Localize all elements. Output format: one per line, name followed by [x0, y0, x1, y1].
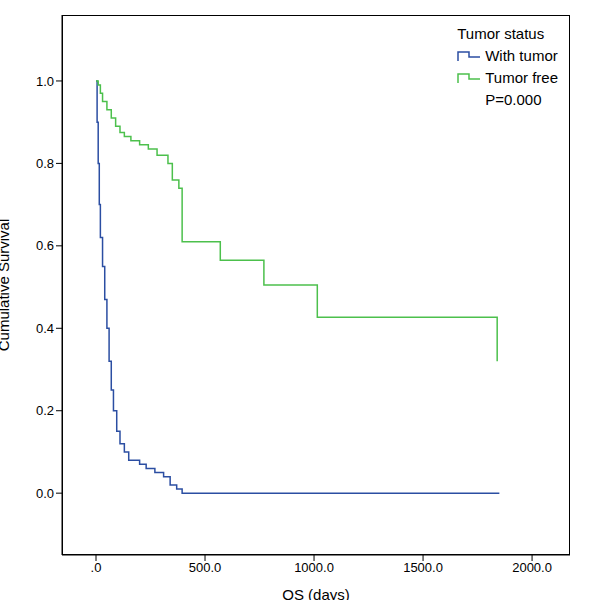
html-text:Tumor status: Tumor status — [457, 25, 545, 42]
svg-text:Cumulative Survival: Cumulative Survival — [8, 219, 12, 352]
svg-text:0.8: 0.8 — [36, 156, 54, 171]
svg-text:1500.0: 1500.0 — [403, 560, 443, 575]
svg-text:0.0: 0.0 — [36, 486, 54, 501]
svg-text:1000.0: 1000.0 — [294, 560, 334, 575]
svg-text:1.0: 1.0 — [36, 74, 54, 89]
svg-text:0.6: 0.6 — [36, 238, 54, 253]
svg-text:.0: .0 — [91, 560, 102, 575]
html-text:P=0.000: P=0.000 — [485, 91, 542, 108]
svg-text:OS (days): OS (days) — [282, 586, 350, 600]
svg-text:0.2: 0.2 — [36, 403, 54, 418]
svg-text:500.0: 500.0 — [189, 560, 222, 575]
html-text:Tumor free: Tumor free — [485, 69, 558, 86]
html-text:With tumor: With tumor — [485, 47, 558, 64]
svg-text:2000.0: 2000.0 — [512, 560, 552, 575]
svg-text:0.4: 0.4 — [36, 321, 54, 336]
